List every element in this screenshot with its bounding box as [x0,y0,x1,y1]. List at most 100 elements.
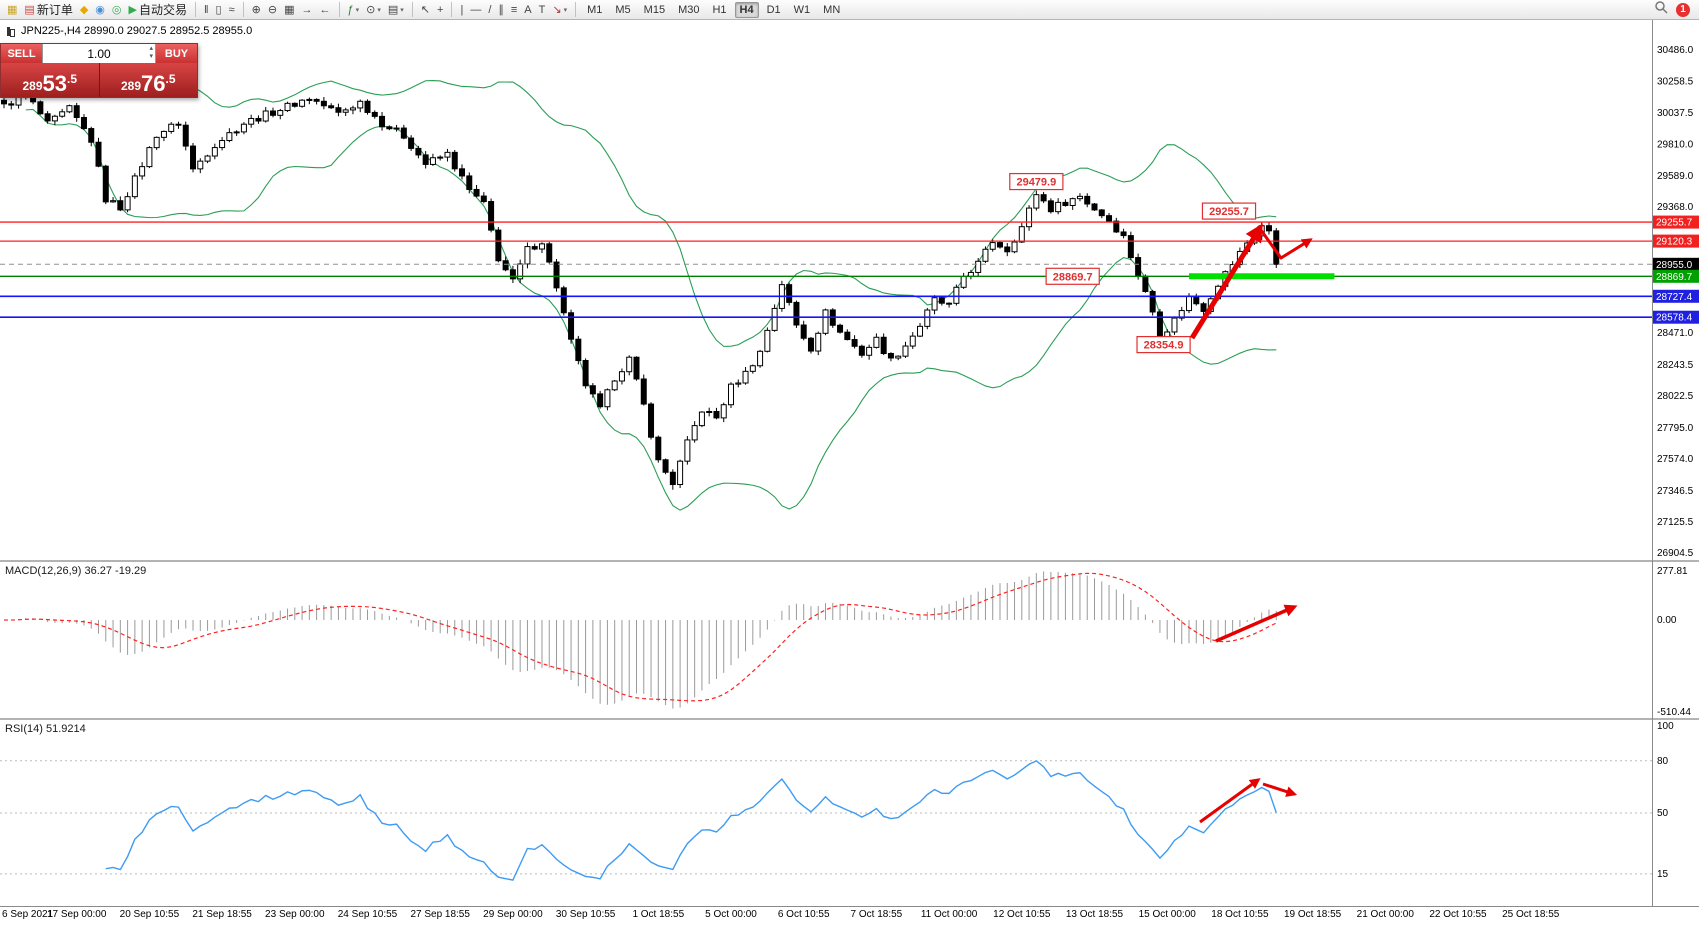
periods-button[interactable]: ⊙ ▾ [363,1,384,19]
time-label: 22 Oct 10:55 [1429,909,1487,920]
horizontal-line-button[interactable]: — [467,1,484,19]
trendline-icon: / [488,3,492,16]
svg-text:27125.5: 27125.5 [1657,517,1694,528]
timeframe-h4[interactable]: H4 [734,1,759,18]
fibonacci-button[interactable]: ≡ [508,1,520,19]
crosshair-icon: + [437,3,444,16]
svg-text:29479.9: 29479.9 [1016,177,1056,189]
sell-button[interactable]: SELL [1,44,42,63]
text-icon: A [524,3,532,16]
sell-price[interactable]: 289 53.5 [1,63,100,97]
arrows-tool-button[interactable]: ↘ ▾ [549,1,570,19]
tile-windows-button[interactable]: ▦ [281,1,297,19]
signals-button[interactable]: ◎ [109,1,125,19]
market-icon: ◉ [95,3,105,16]
price-annotation-29479.9[interactable]: 29479.9 [1009,172,1064,191]
line-chart-type-button[interactable]: ≈ [226,1,238,19]
channel-icon: ∥ [498,3,504,16]
one-click-trading-widget: SELL 1.00 ▴ ▾ BUY 289 53.5 289 76.5 [0,43,198,98]
timeframe-m15[interactable]: M15 [643,3,666,16]
vertical-line-button[interactable]: | [457,1,466,19]
svg-text:28869.7: 28869.7 [1656,272,1693,283]
label-button[interactable]: T [536,1,549,19]
sell-price-sup: .5 [67,72,78,86]
periods-icon: ⊙ [366,3,376,16]
svg-text:30258.5: 30258.5 [1657,77,1694,88]
rsi-panel[interactable]: 100 80 50 15 [0,721,1674,881]
auto-scroll-button[interactable]: → [299,1,316,19]
time-label: 19 Oct 18:55 [1284,909,1342,920]
timeframe-mn[interactable]: MN [823,3,841,16]
timeframe-m30[interactable]: M30 [678,3,700,16]
rsi-panel-separator[interactable] [0,718,1699,720]
projection-zigzag-arrow[interactable] [1256,225,1313,260]
macd-panel-separator[interactable] [0,560,1699,562]
bullish-impulse-arrow[interactable] [1189,223,1263,340]
svg-text:50: 50 [1657,808,1669,819]
price-annotation-29255.7[interactable]: 29255.7 [1201,202,1257,220]
bar-chart-type-icon: ‖ [204,3,209,16]
time-label: 1 Oct 18:55 [632,909,684,920]
trendline-button[interactable]: / [485,1,494,19]
text-button[interactable]: A [521,1,534,19]
svg-text:29255.7: 29255.7 [1656,218,1693,229]
timeframe-h1[interactable]: H1 [712,3,727,16]
time-label: 29 Sep 00:00 [483,909,543,920]
timeframe-d1[interactable]: D1 [766,3,781,16]
symbol-ohlc-text: JPN225-,H4 28990.0 29027.5 28952.5 28955… [21,25,253,37]
rsi-down-arrow[interactable] [1262,782,1298,797]
timeframe-w1[interactable]: W1 [793,3,811,16]
indicators-button[interactable]: ƒ ▾ [345,1,363,19]
buy-button[interactable]: BUY [156,44,197,63]
channel-button[interactable]: ∥ [495,1,507,19]
market-button[interactable]: ◉ [92,1,108,19]
axis-price-box-28727.4: 28727.4 [1653,289,1699,303]
chart-shift-icon: ← [319,3,331,16]
auto-trading-button[interactable]: ▶ 自动交易 [126,1,190,19]
periods-button-caret-icon: ▾ [377,6,381,14]
zoom-in-button[interactable]: ⊕ [249,1,264,19]
buy-price-sup: .5 [165,72,176,86]
svg-text:27346.5: 27346.5 [1657,486,1694,497]
search-icon[interactable] [1654,0,1668,19]
chart-shift-button[interactable]: ← [317,1,334,19]
macd-panel[interactable]: 277.81 0.00 -510.44 [3,566,1691,718]
buy-price-big: 76 [141,71,166,96]
crosshair-button[interactable]: + [434,1,446,19]
tile-windows-icon: ▦ [284,3,295,16]
macd-signal-line [3,572,1277,702]
bar-chart-type-button[interactable]: ‖ [201,1,212,19]
svg-text:27574.0: 27574.0 [1657,454,1694,465]
svg-text:28955.0: 28955.0 [1656,260,1693,271]
candlestick-chart-type-button[interactable]: ▯ [213,1,225,19]
new-chart-button[interactable]: ▦ [4,1,20,19]
time-label: 11 Oct 00:00 [921,909,978,920]
new-order-button[interactable]: ▤ 新订单 [21,1,75,19]
price-annotation-28354.9[interactable]: 28354.9 [1136,336,1191,354]
svg-text:29368.0: 29368.0 [1657,202,1694,213]
timeframe-m1[interactable]: M1 [587,3,603,16]
buy-price[interactable]: 289 76.5 [100,63,198,97]
main-toolbar: ▦ ▤ 新订单 ◆ ◉ ◎ ▶ 自动交易 ‖ ▯ ≈ ⊕ ⊖ ▦ → ← ƒ ▾ ⊙ ▾ ▤ ▾ ↖ + | — / ∥ ≡ A T ↘ ▾ M1… [0,0,1699,20]
notification-badge[interactable]: 1 [1676,2,1690,17]
macd-indicator-label: MACD(12,26,9) 36.27 -19.29 [5,565,147,577]
timeframe-m5[interactable]: M5 [615,3,631,16]
cursor-button[interactable]: ↖ [418,1,433,19]
sell-price-big: 53 [42,71,67,96]
macd-up-arrow[interactable] [1215,604,1298,643]
price-axis[interactable]: 30486.0 30258.5 30037.5 29810.0 29589.0 29368… [1657,45,1694,559]
buy-price-pre: 289 [120,79,142,93]
price-annotation-28869.7[interactable]: 28869.7 [1045,267,1100,285]
rsi-up-arrow[interactable] [1199,778,1261,824]
zoom-out-button[interactable]: ⊖ [265,1,280,19]
rsi-line [105,760,1277,881]
mql5-community-button[interactable]: ◆ [77,1,91,19]
chart-ohlc-header: JPN225-,H4 28990.0 29027.5 28952.5 28955… [6,25,252,37]
spinner-up-icon[interactable]: ▴ [149,45,153,52]
volume-spinner[interactable]: ▴ ▾ [149,45,153,61]
spinner-down-icon[interactable]: ▾ [149,53,153,60]
templates-button[interactable]: ▤ ▾ [385,1,407,19]
volume-input[interactable]: 1.00 ▴ ▾ [42,44,156,63]
